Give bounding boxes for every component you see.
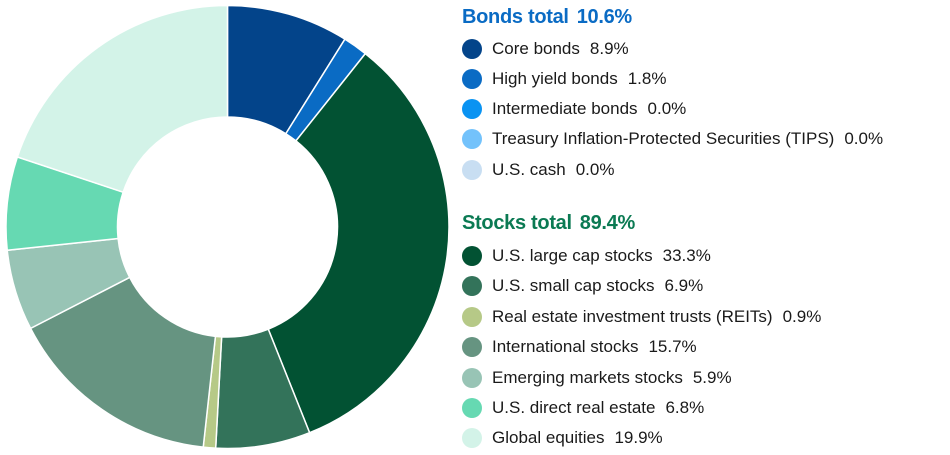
stocks-total-label: Stocks total [462, 212, 572, 234]
legend-item-label: Emerging markets stocks [492, 368, 683, 387]
legend-swatch-icon [462, 99, 482, 119]
legend-item-intermediate-bonds: Intermediate bonds 0.0% [462, 97, 686, 121]
legend-item-value: 0.9% [782, 307, 822, 326]
legend-item-label: U.S. cash [492, 160, 566, 179]
legend-item-value: 0.0% [844, 129, 884, 148]
legend-item-value: 1.8% [627, 69, 667, 88]
legend-item-value: 0.0% [647, 99, 687, 118]
legend-item-value: 19.9% [614, 428, 663, 447]
bonds-total-value: 10.6% [576, 6, 633, 28]
legend-item-label: Real estate investment trusts (REITs) [492, 307, 773, 326]
legend-item-reits: Real estate investment trusts (REITs) 0.… [462, 305, 821, 329]
legend-item-label: Treasury Inflation-Protected Securities … [492, 129, 835, 148]
donut-segment-global-equities [16, 4, 229, 194]
legend-swatch-icon [462, 368, 482, 388]
legend-item-value: 5.9% [692, 368, 732, 387]
legend-item-value: 6.9% [664, 276, 704, 295]
legend-item-us-direct-real-estate: U.S. direct real estate 6.8% [462, 396, 704, 420]
legend-swatch-icon [462, 428, 482, 448]
legend-swatch-icon [462, 337, 482, 357]
legend-item-value: 33.3% [662, 246, 711, 265]
stocks-total-value: 89.4% [579, 212, 636, 234]
legend-item-us-small-cap: U.S. small cap stocks 6.9% [462, 274, 703, 298]
bonds-total-label: Bonds total [462, 6, 569, 28]
legend-swatch-icon [462, 129, 482, 149]
legend-swatch-icon [462, 276, 482, 296]
legend-swatch-icon [462, 160, 482, 180]
legend-item-label: U.S. direct real estate [492, 398, 656, 417]
legend-item-label: Core bonds [492, 39, 580, 58]
legend-item-emerging-markets: Emerging markets stocks 5.9% [462, 366, 732, 390]
legend-swatch-icon [462, 69, 482, 89]
legend-item-label: International stocks [492, 337, 639, 356]
donut-segment-u-s-large-cap-stocks [267, 52, 450, 434]
legend-item-label: Intermediate bonds [492, 99, 638, 118]
legend-item-us-large-cap: U.S. large cap stocks 33.3% [462, 244, 711, 268]
legend-item-us-cash: U.S. cash 0.0% [462, 158, 614, 182]
legend-item-high-yield-bonds: High yield bonds 1.8% [462, 67, 666, 91]
legend-item-core-bonds: Core bonds 8.9% [462, 37, 629, 61]
legend-item-global-equities: Global equities 19.9% [462, 426, 663, 450]
legend-item-value: 6.8% [665, 398, 705, 417]
legend-item-value: 8.9% [589, 39, 629, 58]
donut-segment-international-stocks [29, 276, 217, 448]
legend-item-label: U.S. large cap stocks [492, 246, 653, 265]
legend-swatch-icon [462, 307, 482, 327]
legend-item-international: International stocks 15.7% [462, 335, 697, 359]
legend-item-value: 15.7% [648, 337, 697, 356]
bonds-total-heading: Bonds total 10.6% [462, 6, 632, 29]
legend-swatch-icon [462, 246, 482, 266]
legend-item-label: U.S. small cap stocks [492, 276, 655, 295]
stocks-total-heading: Stocks total 89.4% [462, 212, 635, 235]
legend-item-label: High yield bonds [492, 69, 618, 88]
legend-item-label: Global equities [492, 428, 605, 447]
legend-item-value: 0.0% [575, 160, 615, 179]
donut-chart [5, 4, 450, 450]
legend-item-tips: Treasury Inflation-Protected Securities … [462, 127, 883, 151]
legend-swatch-icon [462, 398, 482, 418]
legend-swatch-icon [462, 39, 482, 59]
